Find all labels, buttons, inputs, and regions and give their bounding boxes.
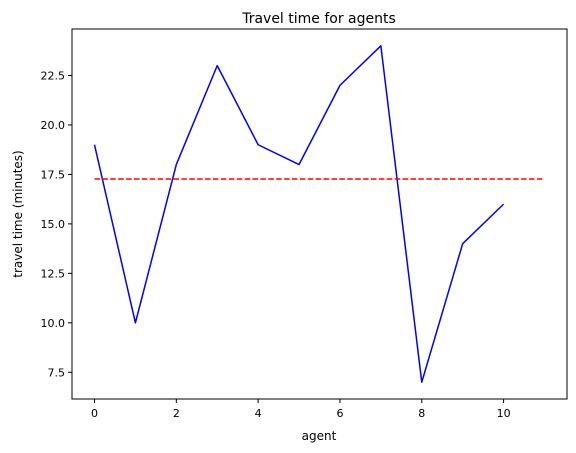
y-tick-label: 12.5 [41,267,66,280]
y-tick-label: 20.0 [41,119,66,132]
x-tick-label: 2 [173,407,180,420]
y-tick-label: 17.5 [41,168,66,181]
x-axis-label: agent [302,429,337,443]
x-tick-label: 0 [91,407,98,420]
series-layer [93,45,545,383]
y-tick-label: 15.0 [41,218,66,231]
y-tick-label: 7.5 [48,366,66,379]
x-axis-ticks: 0 2 4 6 8 10 [91,399,511,420]
chart-title: Travel time for agents [241,11,396,27]
y-tick-label: 22.5 [41,69,66,82]
y-axis-ticks: 7.5 10.0 12.5 15.0 17.5 20.0 22.5 [41,69,72,379]
plot-area [72,29,567,399]
x-tick-label: 6 [336,407,343,420]
x-tick-label: 8 [418,407,425,420]
plot-frame [71,28,568,400]
y-axis-label: travel time (minutes) [11,150,25,278]
travel-time-line [93,45,505,383]
x-tick-label: 4 [255,407,262,420]
x-tick-label: 10 [497,407,511,420]
y-tick-label: 10.0 [41,317,66,330]
